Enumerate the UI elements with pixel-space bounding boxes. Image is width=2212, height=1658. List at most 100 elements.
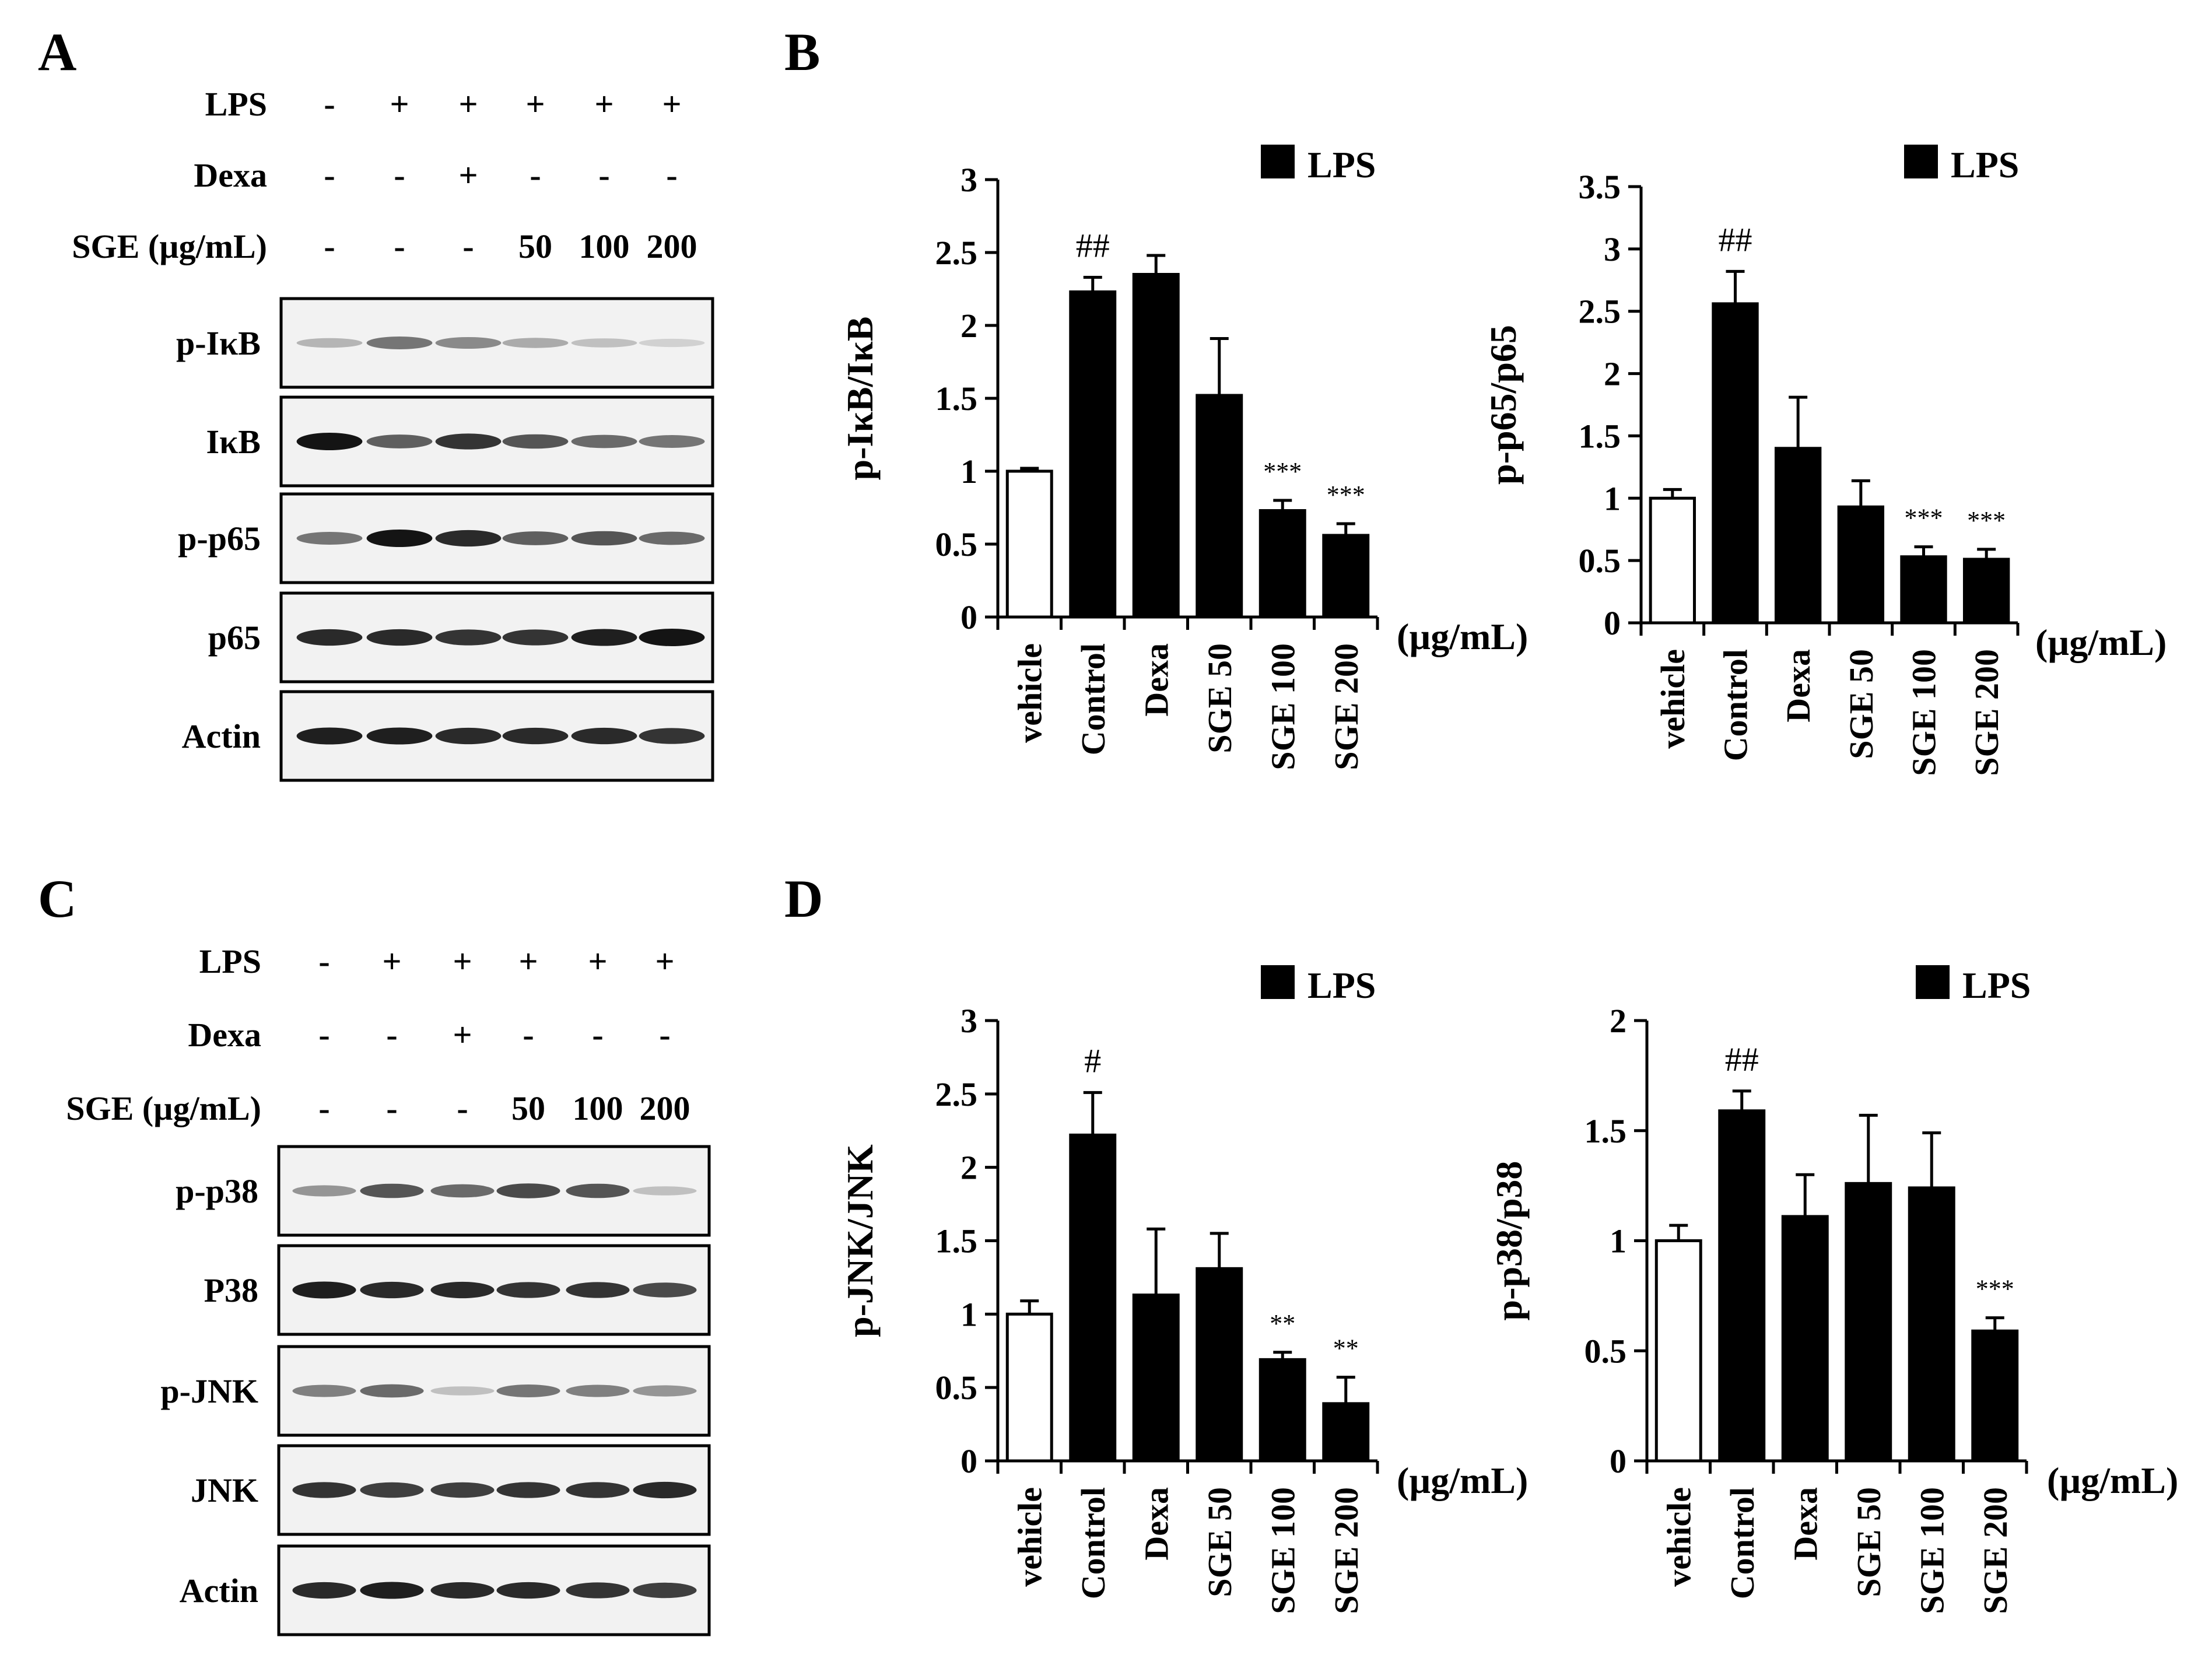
bar xyxy=(1005,1312,1053,1463)
protein-band xyxy=(502,727,569,745)
bar xyxy=(1654,1239,1702,1463)
bar xyxy=(1971,1329,2019,1463)
protein-band xyxy=(360,1482,424,1498)
x-tick-label: Control xyxy=(1723,1487,1761,1599)
protein-band xyxy=(633,1481,697,1499)
y-tick-label: 1.5 xyxy=(1584,1112,1627,1150)
condition-mark: - xyxy=(324,227,335,265)
protein-band xyxy=(502,629,569,646)
condition-mark: - xyxy=(318,942,329,980)
condition-label-lps: LPS xyxy=(205,85,267,123)
protein-band xyxy=(502,338,569,348)
blot-label: Actin xyxy=(180,1572,258,1610)
bar xyxy=(1196,394,1243,619)
bar-chart-p-ikb: 0 0.5 1 1.5 2 2.5 3 p-IκB/IκB vehicle ## Control De… xyxy=(839,144,1528,770)
protein-band xyxy=(292,1185,356,1197)
protein-band xyxy=(633,1186,697,1196)
y-tick-label: 1.5 xyxy=(935,380,978,418)
x-tick-label: SGE 50 xyxy=(1201,643,1239,753)
significance-mark: ** xyxy=(1333,1334,1359,1363)
protein-band xyxy=(292,1384,356,1397)
condition-label-sge-g-ml: SGE (µg/mL) xyxy=(66,1089,261,1127)
bar-chart-p-p38: 0 0.5 1 1.5 2 p-p38/p38 vehicle ## Control Dexa SG… xyxy=(1488,965,2178,1614)
y-tick-label: 1.5 xyxy=(1579,417,1621,455)
protein-band xyxy=(435,530,502,547)
x-tick-label: SGE 200 xyxy=(1976,1487,2014,1614)
protein-band xyxy=(292,1582,356,1599)
legend-label: LPS xyxy=(1307,144,1376,185)
condition-mark: - xyxy=(592,1016,603,1054)
protein-band xyxy=(292,1482,356,1498)
y-axis-title: p-p65/p65 xyxy=(1482,325,1524,485)
protein-band xyxy=(639,338,705,348)
significance-mark: ** xyxy=(1270,1309,1295,1338)
bar xyxy=(1718,1109,1766,1463)
condition-mark: - xyxy=(386,1089,397,1127)
bar xyxy=(1908,1186,1955,1463)
bar xyxy=(1837,505,1885,625)
protein-band xyxy=(366,530,433,547)
bar xyxy=(1069,1133,1117,1463)
significance-mark: *** xyxy=(1327,481,1365,509)
bar xyxy=(1774,447,1822,625)
y-tick-label: 2 xyxy=(960,307,977,345)
x-tick-label: SGE 50 xyxy=(1850,1487,1888,1597)
legend-label: LPS xyxy=(1962,965,2031,1006)
bar xyxy=(1196,1267,1243,1463)
x-tick-label: vehicle xyxy=(1654,649,1692,749)
y-tick-label: 0.5 xyxy=(935,1369,978,1407)
y-tick-label: 3 xyxy=(960,161,977,199)
blot-label: p-IκB xyxy=(176,324,261,362)
condition-mark: + xyxy=(525,85,545,123)
y-tick-label: 0 xyxy=(960,1442,977,1480)
y-tick-label: 1 xyxy=(960,453,977,490)
x-tick-label: Control xyxy=(1074,1487,1112,1599)
significance-mark: # xyxy=(1084,1042,1101,1079)
y-tick-label: 2 xyxy=(1604,355,1621,393)
protein-band xyxy=(566,1183,630,1198)
protein-band xyxy=(430,1482,495,1498)
blot-label: p-p38 xyxy=(176,1172,258,1210)
bar xyxy=(1322,534,1370,619)
y-tick-label: 0.5 xyxy=(1584,1332,1627,1370)
y-tick-label: 1 xyxy=(1604,479,1621,517)
protein-band xyxy=(296,338,363,348)
condition-label-lps: LPS xyxy=(199,942,261,980)
protein-band xyxy=(296,629,363,646)
condition-mark: - xyxy=(457,1089,468,1127)
x-tick-label: SGE 100 xyxy=(1264,1487,1302,1614)
condition-mark: - xyxy=(659,1016,670,1054)
condition-mark: - xyxy=(523,1016,534,1054)
x-tick-label: Dexa xyxy=(1779,649,1817,723)
condition-mark: 50 xyxy=(511,1089,545,1127)
protein-band xyxy=(633,1385,697,1397)
condition-mark: - xyxy=(666,156,677,194)
protein-band xyxy=(292,1281,356,1299)
protein-band xyxy=(366,336,433,349)
protein-band xyxy=(360,1183,424,1198)
bar xyxy=(1132,1294,1180,1463)
bar xyxy=(1845,1182,1892,1463)
protein-band xyxy=(430,1281,495,1299)
protein-band xyxy=(639,629,705,646)
y-tick-label: 2.5 xyxy=(1579,293,1621,331)
significance-mark: *** xyxy=(1905,504,1943,532)
x-tick-label: Control xyxy=(1717,649,1755,761)
condition-mark: - xyxy=(324,85,335,123)
protein-band xyxy=(366,629,433,646)
bar xyxy=(1259,1358,1306,1463)
y-tick-label: 0.5 xyxy=(1579,542,1621,580)
blot-label: P38 xyxy=(204,1271,258,1309)
condition-mark: + xyxy=(655,942,674,980)
condition-mark: + xyxy=(518,942,538,980)
y-tick-label: 0 xyxy=(960,598,977,636)
protein-band xyxy=(571,629,637,646)
bar xyxy=(1962,558,2010,625)
bar xyxy=(1005,469,1053,619)
x-tick-label: SGE 100 xyxy=(1905,649,1943,776)
x-tick-label: SGE 200 xyxy=(1327,1487,1365,1614)
protein-band xyxy=(296,433,363,450)
x-tick-label: SGE 200 xyxy=(1327,643,1365,770)
legend-swatch xyxy=(1261,145,1295,178)
protein-band xyxy=(430,1184,495,1198)
